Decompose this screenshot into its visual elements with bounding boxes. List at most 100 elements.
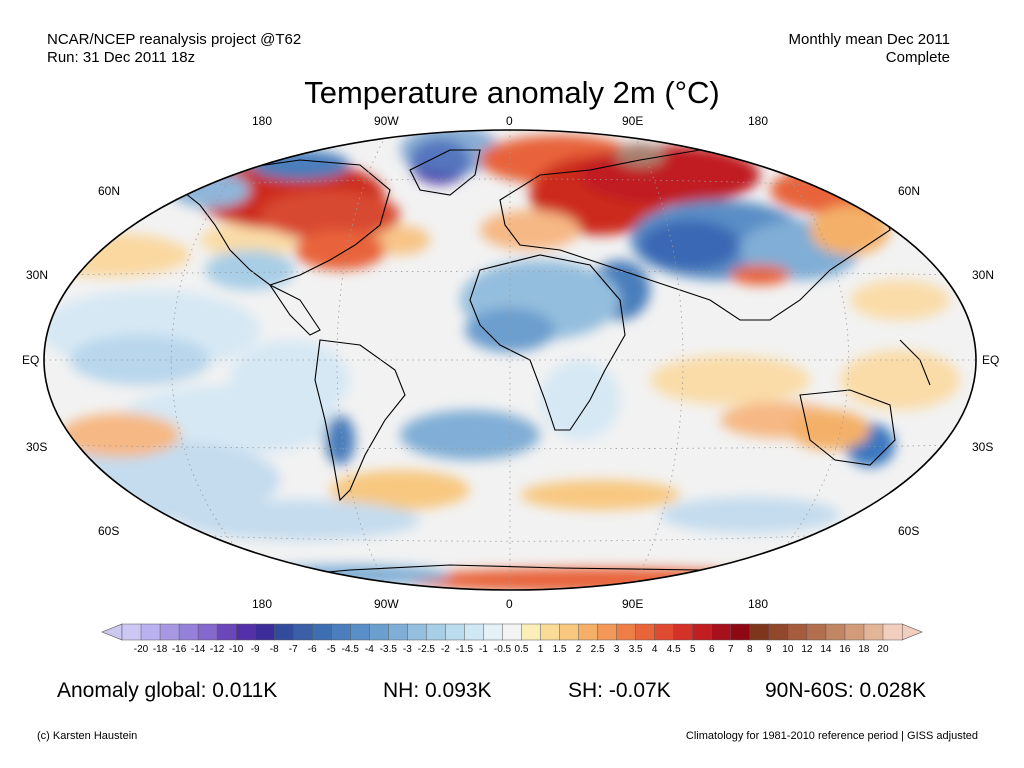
colorbar-tick-label: -2 <box>440 644 450 655</box>
colorbar-tick-label: -7 <box>288 644 298 655</box>
colorbar-swatch <box>140 623 161 641</box>
colorbar-low-arrow <box>101 623 123 641</box>
climatology-note: Climatology for 1981-2010 reference peri… <box>685 730 978 742</box>
colorbar-swatch <box>749 623 770 641</box>
colorbar-swatch <box>350 623 370 641</box>
colorbar-swatch <box>407 623 427 641</box>
colorbar-swatch <box>273 623 294 641</box>
colorbar-tick-label: 8 <box>747 644 753 655</box>
colorbar-swatch <box>787 623 808 641</box>
colorbar-tick-label: -3.5 <box>379 644 397 655</box>
colorbar-tick-label: -20 <box>133 644 149 655</box>
colorbar-tick-label: 9 <box>766 644 772 655</box>
header-run: Run: 31 Dec 2011 18z <box>47 49 196 66</box>
lat-label-left-60n: 60N <box>98 184 121 198</box>
stat-sh: SH: -0.07K <box>568 679 671 702</box>
greenland-outline <box>409 149 481 196</box>
colorbar-tick-label: 4 <box>651 644 658 655</box>
colorbar-swatch <box>806 623 827 641</box>
colorbar-swatch <box>768 623 789 641</box>
colorbar-tick-label: 2.5 <box>590 644 605 655</box>
colorbar-swatch <box>426 623 446 641</box>
colorbar-tick-label: -9 <box>250 644 260 655</box>
graticule <box>44 130 976 590</box>
colorbar-swatch <box>121 623 142 641</box>
lat-label-left-60s: 60S <box>98 524 120 538</box>
lon-label-top-180e: 180 <box>748 114 769 128</box>
lat-label-right-30n: 30N <box>972 268 995 282</box>
colorbar-swatch <box>578 623 599 641</box>
colorbar-swatch <box>388 623 408 641</box>
colorbar-tick-label: 1.5 <box>552 644 567 655</box>
lat-label-left-30n: 30N <box>26 268 49 282</box>
lat-label-left-30s: 30S <box>26 440 48 454</box>
header-model: NCAR/NCEP reanalysis project @T62 <box>47 31 302 48</box>
colorbar-swatch <box>311 623 332 641</box>
colorbar-swatch <box>559 623 580 641</box>
colorbar-tick-label: -2.5 <box>417 644 435 655</box>
colorbar-swatch <box>369 623 389 641</box>
lon-label-bottom-180e: 180 <box>748 597 769 611</box>
colorbar-swatch <box>159 623 180 641</box>
colorbar-high-arrow <box>901 623 923 641</box>
lat-label-left-eq: EQ <box>22 353 40 367</box>
colorbar-swatch <box>597 623 618 641</box>
colorbar-tick-label: 18 <box>858 644 870 655</box>
colorbar-swatch <box>464 623 485 641</box>
colorbar-tick-label: 10 <box>782 644 794 655</box>
map-field <box>44 130 976 590</box>
colorbar-swatch <box>635 623 656 641</box>
colorbar-tick-label: -14 <box>190 644 206 655</box>
colorbar-tick-label: 0.5 <box>514 644 529 655</box>
colorbar-tick-label: 4.5 <box>666 644 681 655</box>
colorbar-tick-label: -16 <box>171 644 187 655</box>
colorbar <box>101 623 923 641</box>
colorbar-tick-label: -6 <box>307 644 317 655</box>
lon-label-top-0: 0 <box>506 114 513 128</box>
header-status: Complete <box>885 49 950 66</box>
colorbar-swatch <box>616 623 637 641</box>
colorbar-tick-label: -1 <box>479 644 488 655</box>
lon-label-bottom-90e: 90E <box>622 597 644 611</box>
australia-outline <box>799 389 896 466</box>
coastlines <box>173 149 931 581</box>
colorbar-swatch <box>730 623 751 641</box>
colorbar-tick-label: -12 <box>209 644 225 655</box>
colorbar-tick-label: 12 <box>801 644 813 655</box>
colorbar-tick-label: -4 <box>364 644 374 655</box>
colorbar-tick-label: -3 <box>402 644 412 655</box>
colorbar-tick-label: 20 <box>877 644 889 655</box>
colorbar-tick-label: 2 <box>575 644 582 655</box>
map-title: Temperature anomaly 2m (°C) <box>304 75 720 110</box>
colorbar-tick-label: 3 <box>613 644 620 655</box>
stat-arctic: 90N-60S: 0.028K <box>765 679 927 702</box>
globe-outline <box>43 129 977 591</box>
colorbar-swatch <box>825 623 846 641</box>
colorbar-tick-label: 14 <box>820 644 832 655</box>
colorbar-swatch <box>673 623 694 641</box>
lon-label-top-90e: 90E <box>622 114 644 128</box>
lon-label-top-180w: 180 <box>252 114 273 128</box>
colorbar-swatch <box>844 623 865 641</box>
colorbar-swatch <box>692 623 713 641</box>
colorbar-swatch <box>483 623 504 641</box>
header-period: Monthly mean Dec 2011 <box>788 31 950 48</box>
copyright: (c) Karsten Haustein <box>37 730 138 742</box>
colorbar-swatch <box>521 623 542 641</box>
colorbar-swatch <box>216 623 237 641</box>
colorbar-swatch <box>502 623 523 641</box>
colorbar-tick-label: 1 <box>537 644 544 655</box>
lon-label-bottom-180w: 180 <box>252 597 273 611</box>
lat-label-right-60n: 60N <box>898 184 921 198</box>
colorbar-swatch <box>197 623 218 641</box>
south-america-outline <box>314 339 406 502</box>
lon-label-top-90w: 90W <box>374 114 399 128</box>
colorbar-swatch <box>863 623 884 641</box>
lat-label-right-60s: 60S <box>898 524 920 538</box>
lon-label-bottom-0: 0 <box>506 597 513 611</box>
colorbar-tick-label: 5 <box>689 644 696 655</box>
colorbar-tick-label: 6 <box>708 644 715 655</box>
central-america-outline <box>268 283 321 336</box>
colorbar-swatch <box>235 623 256 641</box>
